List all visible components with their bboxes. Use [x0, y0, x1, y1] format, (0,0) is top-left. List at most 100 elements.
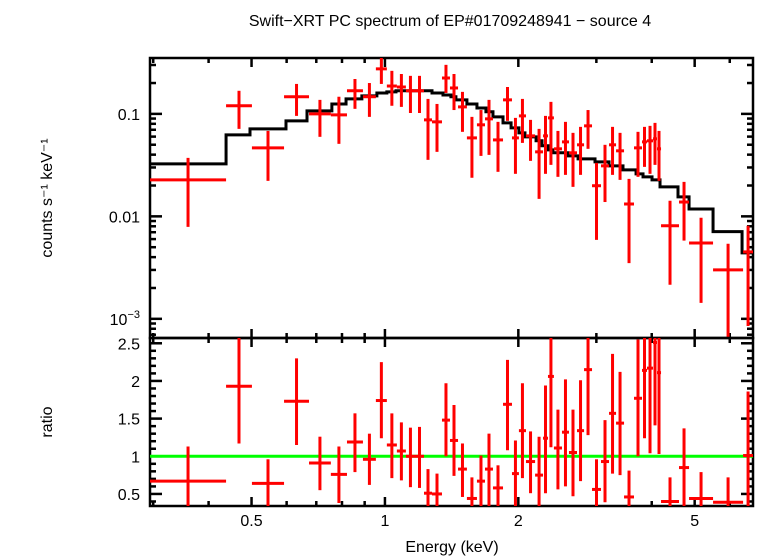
data-point: [503, 86, 512, 121]
data-point: [543, 115, 548, 174]
y-tick-label: 10−3: [110, 309, 140, 329]
data-point: [679, 428, 690, 506]
data-point: [386, 70, 397, 106]
data-point: [553, 130, 562, 177]
data-point: [525, 431, 536, 494]
data-point: [634, 131, 643, 177]
data-point: [226, 90, 252, 129]
x-tick-label: 0.5: [240, 513, 262, 530]
data-point: [584, 110, 593, 149]
y-axis-label-ratio: ratio: [39, 406, 56, 437]
data-point: [362, 433, 376, 485]
x-axis-label: Energy (keV): [405, 539, 498, 556]
y-tick-label: 0.5: [118, 487, 140, 504]
data-point: [616, 132, 625, 180]
data-point: [431, 103, 442, 152]
data-point: [458, 443, 467, 497]
y-tick-label-text: 1: [131, 449, 140, 466]
data-point: [656, 130, 662, 181]
data-point: [309, 99, 331, 137]
y-axis-label-spectrum: counts s⁻¹ keV⁻¹: [39, 138, 56, 257]
data-point: [251, 459, 285, 506]
data-point: [624, 178, 635, 264]
y-tick-label: 1.5: [118, 412, 140, 429]
data-point: [647, 125, 654, 174]
data-point: [656, 338, 662, 455]
data-point: [525, 119, 536, 161]
data-point: [251, 130, 285, 181]
y-tick-label: 1: [131, 449, 140, 466]
data-point: [423, 469, 432, 506]
data-point: [414, 75, 424, 113]
data-point: [405, 75, 415, 113]
data-point: [330, 446, 347, 503]
data-point: [616, 371, 625, 476]
model-line: [150, 89, 753, 255]
data-point: [561, 121, 569, 175]
data-point: [518, 98, 526, 143]
plot-area: [150, 338, 753, 506]
y-tick-label-text: 1.5: [118, 412, 140, 429]
data-point: [568, 409, 578, 497]
data-point: [713, 243, 744, 338]
y-tick-label-text: 2.5: [118, 336, 140, 353]
x-tick-label: 1: [380, 513, 389, 530]
data-point: [535, 128, 544, 199]
data-point: [600, 420, 610, 503]
plot-frame: [148, 336, 755, 508]
data-point: [226, 338, 252, 444]
data-point: [561, 379, 569, 487]
data-point: [547, 338, 554, 448]
data-point: [449, 74, 459, 111]
data-point: [634, 339, 643, 457]
spectrum-panel: 0.1 0.01 10−3: [109, 56, 755, 340]
data-point: [375, 362, 387, 439]
data-point: [679, 181, 690, 241]
data-point: [476, 110, 486, 156]
data-point: [330, 96, 347, 144]
data-point: [423, 98, 432, 160]
y-tick-label-text: 0.1: [118, 107, 140, 124]
data-point: [458, 91, 467, 132]
data-point: [492, 465, 504, 506]
data-point: [642, 126, 648, 167]
y-tick-label-exponent: −3: [127, 309, 140, 321]
data-point: [466, 477, 477, 506]
data-point: [284, 358, 310, 445]
x-tick-label: 2: [514, 513, 523, 530]
data-point: [485, 433, 493, 506]
data-point: [485, 99, 493, 155]
data-point: [503, 359, 512, 451]
data-point: [476, 455, 486, 506]
data-point: [346, 78, 363, 109]
data-point: [431, 473, 442, 506]
data-point: [309, 436, 331, 491]
data-point: [346, 413, 363, 473]
data-point: [743, 225, 753, 327]
data-point: [653, 122, 657, 165]
y-tick-label: 0.01: [109, 209, 140, 226]
data-point: [518, 383, 526, 479]
plot-area: [150, 58, 753, 338]
data-point: [584, 338, 593, 436]
data-point: [647, 338, 654, 454]
x-tick-label: 5: [690, 513, 699, 530]
ratio-panel: 0.5 1 2 5 0.5 1 1.5 2 2.5: [118, 336, 755, 530]
chart-title: Swift−XRT PC spectrum of EP#01709248941 …: [249, 13, 651, 30]
data-point: [577, 126, 585, 175]
data-point: [396, 422, 406, 481]
data-point: [511, 117, 519, 174]
y-tick-label-text: 0.5: [118, 487, 140, 504]
data-point: [150, 157, 227, 227]
data-point: [414, 426, 424, 488]
data-point: [568, 132, 578, 187]
data-point: [405, 427, 415, 488]
data-point: [624, 470, 635, 506]
data-point: [449, 405, 459, 476]
data-point: [375, 58, 387, 84]
data-point: [713, 477, 744, 506]
data-point: [362, 83, 376, 117]
data-point: [592, 162, 601, 240]
data-point: [441, 64, 450, 93]
